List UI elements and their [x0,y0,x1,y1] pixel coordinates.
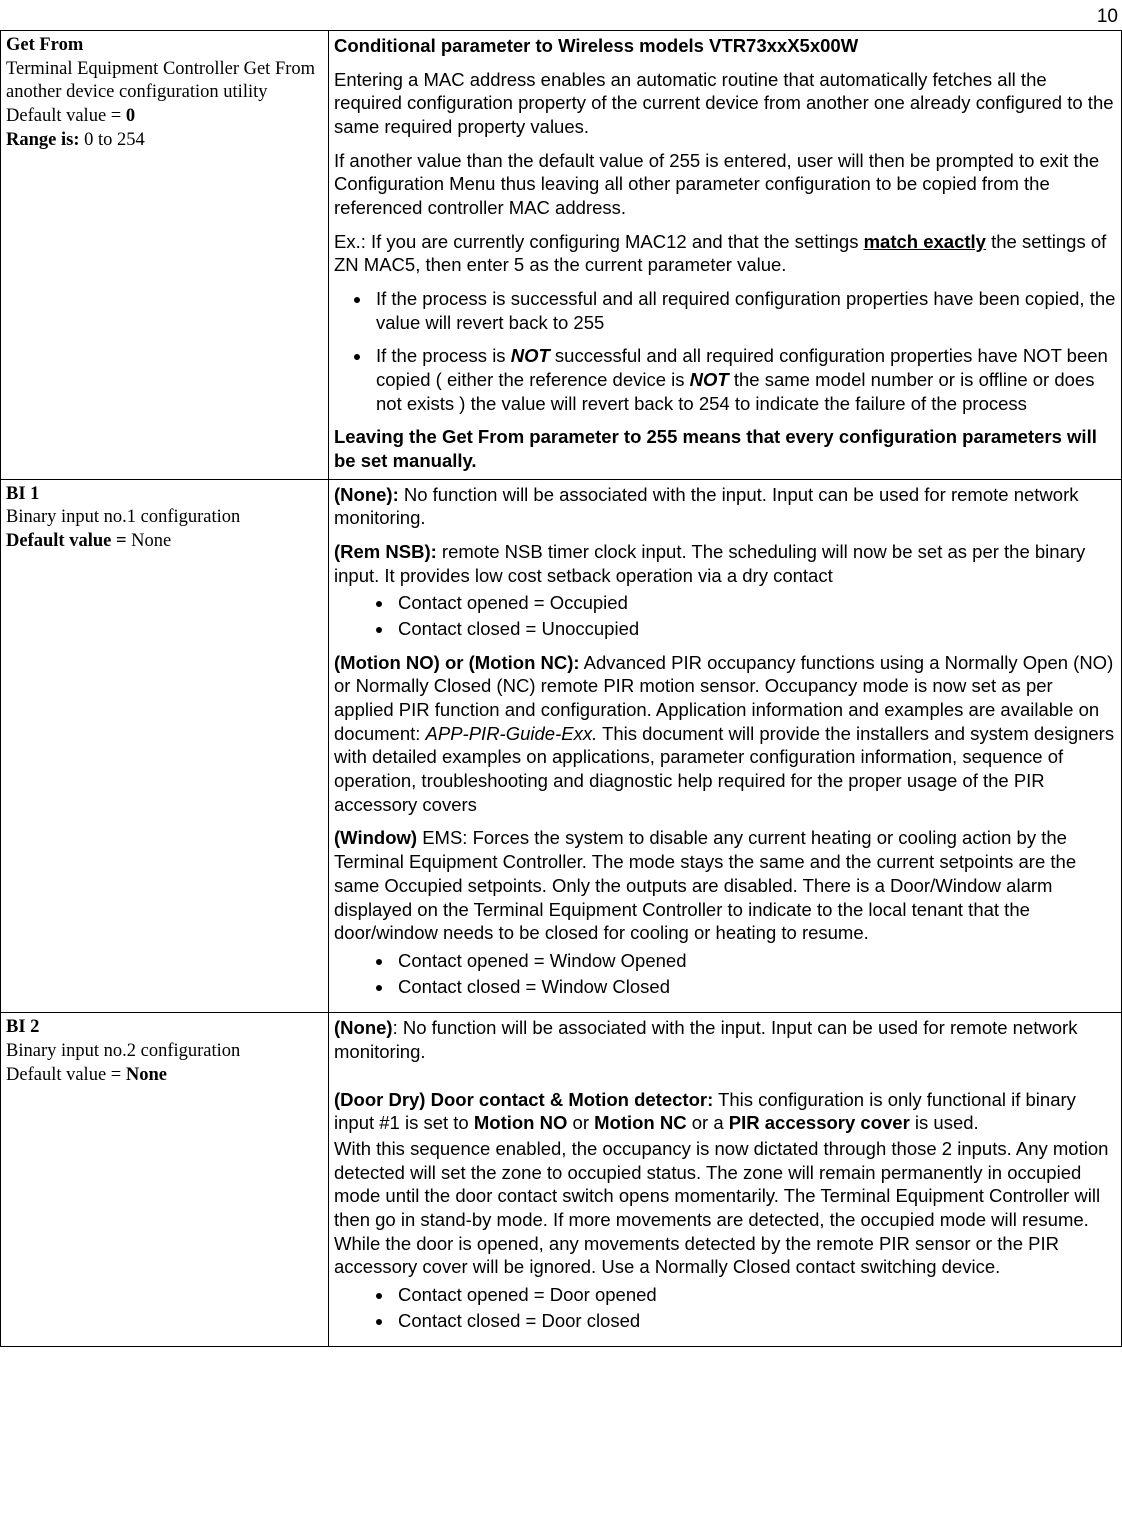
param-right-cell: (None): No function will be associated w… [329,479,1122,1012]
paragraph: Conditional parameter to Wireless models… [334,34,1116,58]
list-item: Contact opened = Door opened [394,1283,1116,1307]
parameter-table: Get FromTerminal Equipment Controller Ge… [0,30,1122,1347]
paragraph: If another value than the default value … [334,149,1116,220]
param-left-cell: Get FromTerminal Equipment Controller Ge… [1,31,329,480]
param-left-cell: BI 2Binary input no.2 configurationDefau… [1,1013,329,1347]
param-name: Get From [6,34,323,58]
param-desc-line: Default value = None [6,1064,323,1088]
param-desc-line: Default value = 0 [6,105,323,129]
param-desc-line: Binary input no.1 configuration [6,506,323,530]
param-right-cell: (None): No function will be associated w… [329,1013,1122,1347]
bullet-list: Contact opened = Door openedContact clos… [334,1283,1116,1332]
table-row: BI 1Binary input no.1 configurationDefau… [1,479,1122,1012]
paragraph: Entering a MAC address enables an automa… [334,68,1116,139]
param-left-cell: BI 1Binary input no.1 configurationDefau… [1,479,329,1012]
table-row: Get FromTerminal Equipment Controller Ge… [1,31,1122,480]
param-name: BI 1 [6,483,323,507]
list-item: Contact closed = Unoccupied [394,617,1116,641]
param-desc-line: Default value = None [6,530,323,554]
table-row: BI 2Binary input no.2 configurationDefau… [1,1013,1122,1347]
list-item: Contact closed = Door closed [394,1309,1116,1333]
page-number: 10 [0,0,1122,30]
document-page: 10 Get FromTerminal Equipment Controller… [0,0,1122,1347]
paragraph: (None): No function will be associated w… [334,1016,1116,1063]
paragraph: (Window) EMS: Forces the system to disab… [334,826,1116,944]
param-right-cell: Conditional parameter to Wireless models… [329,31,1122,480]
list-item: If the process is NOT successful and all… [372,344,1116,415]
paragraph: (Rem NSB): remote NSB timer clock input.… [334,540,1116,587]
list-item: Contact opened = Window Opened [394,949,1116,973]
list-item: Contact closed = Window Closed [394,975,1116,999]
param-desc-line: Range is: 0 to 254 [6,129,323,153]
bullet-list: If the process is successful and all req… [334,287,1116,415]
paragraph: Ex.: If you are currently configuring MA… [334,230,1116,277]
paragraph: (Door Dry) Door contact & Motion detecto… [334,1088,1116,1135]
bullet-list: Contact opened = Window OpenedContact cl… [334,949,1116,998]
list-item: Contact opened = Occupied [394,591,1116,615]
paragraph: Leaving the Get From parameter to 255 me… [334,425,1116,472]
spacer [334,1074,1116,1088]
bullet-list: Contact opened = OccupiedContact closed … [334,591,1116,640]
list-item: If the process is successful and all req… [372,287,1116,334]
param-desc-line: Terminal Equipment Controller Get From a… [6,58,323,105]
param-name: BI 2 [6,1016,323,1040]
paragraph: (None): No function will be associated w… [334,483,1116,530]
paragraph: (Motion NO) or (Motion NC): Advanced PIR… [334,651,1116,817]
param-desc-line: Binary input no.2 configuration [6,1040,323,1064]
paragraph: With this sequence enabled, the occupanc… [334,1137,1116,1279]
